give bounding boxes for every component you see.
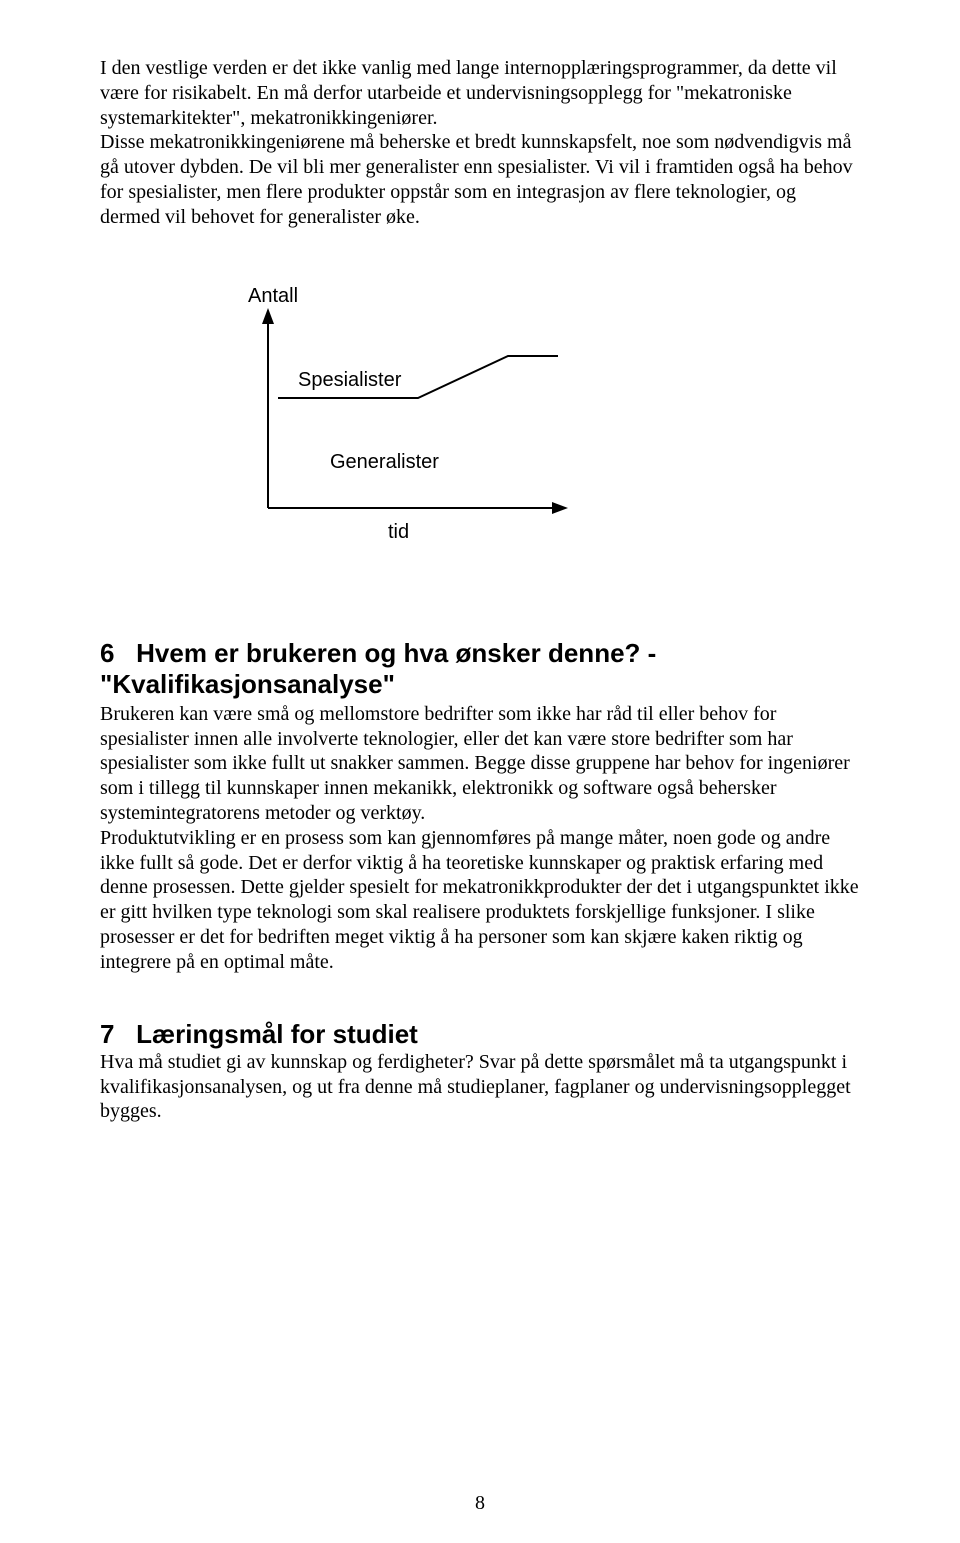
section-7-body: Hva må studiet gi av kunnskap og ferdigh… bbox=[100, 1050, 860, 1124]
section-7-heading: 7 Læringsmål for studiet bbox=[100, 1019, 860, 1050]
page-number: 8 bbox=[0, 1492, 960, 1515]
x-axis-label: tid bbox=[388, 521, 409, 543]
y-axis-label: Antall bbox=[248, 285, 298, 307]
para1-text: I den vestlige verden er det ikke vanlig… bbox=[100, 57, 837, 129]
trend-diagram: Antall Spesialister Generalister tid bbox=[228, 278, 588, 558]
section-6-body: Brukeren kan være små og mellomstore bed… bbox=[100, 702, 860, 975]
x-axis-arrow bbox=[552, 502, 568, 514]
intro-paragraph: I den vestlige verden er det ikke vanlig… bbox=[100, 56, 860, 230]
diagram-svg: Antall Spesialister Generalister tid bbox=[228, 278, 588, 558]
section-6: 6 Hvem er brukeren og hva ønsker denne? … bbox=[100, 638, 860, 975]
section-7-number: 7 bbox=[100, 1019, 114, 1049]
para1b-text: Disse mekatronikkingeniørene må beherske… bbox=[100, 131, 853, 227]
section-6-title: Hvem er brukeren og hva ønsker denne? - bbox=[136, 638, 656, 668]
y-axis-arrow bbox=[262, 308, 274, 324]
section-6-body-text: Brukeren kan være små og mellomstore bed… bbox=[100, 703, 850, 824]
section-6-heading: 6 Hvem er brukeren og hva ønsker denne? … bbox=[100, 638, 860, 669]
series1-label: Spesialister bbox=[298, 369, 402, 391]
section-7-title: Læringsmål for studiet bbox=[136, 1019, 418, 1049]
section-6-subtitle: "Kvalifikasjonsanalyse" bbox=[100, 669, 860, 700]
section-6-number: 6 bbox=[100, 638, 114, 668]
section-7: 7 Læringsmål for studiet Hva må studiet … bbox=[100, 1019, 860, 1125]
page: I den vestlige verden er det ikke vanlig… bbox=[0, 0, 960, 1543]
section-6-body2-text: Produktutvikling er en prosess som kan g… bbox=[100, 827, 859, 973]
series2-label: Generalister bbox=[330, 451, 439, 473]
